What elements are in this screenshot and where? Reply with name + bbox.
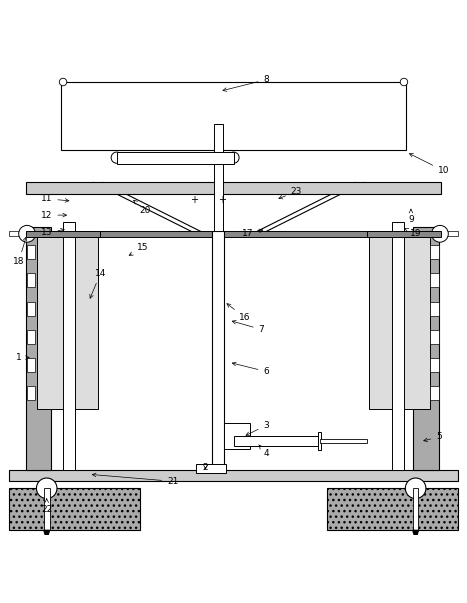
Bar <box>26 183 441 194</box>
Bar <box>320 439 367 443</box>
Text: 21: 21 <box>92 473 178 486</box>
Text: 1: 1 <box>16 353 29 362</box>
Bar <box>430 385 439 400</box>
Text: 16: 16 <box>227 304 251 323</box>
Bar <box>430 245 439 259</box>
Bar <box>9 232 23 236</box>
Bar <box>27 245 35 259</box>
Bar <box>27 358 35 371</box>
Text: 20: 20 <box>134 200 150 215</box>
Text: 17: 17 <box>242 229 263 238</box>
Bar <box>413 488 418 530</box>
Circle shape <box>405 478 426 499</box>
Bar <box>318 432 321 450</box>
Text: 6: 6 <box>232 362 269 376</box>
Bar <box>117 152 234 164</box>
Polygon shape <box>413 530 418 540</box>
Bar <box>27 274 35 288</box>
Bar <box>430 358 439 371</box>
Text: 10: 10 <box>410 154 449 175</box>
Bar <box>44 488 50 530</box>
Text: +: + <box>190 195 198 204</box>
Text: +: + <box>218 195 226 204</box>
Bar <box>63 222 75 470</box>
Bar <box>214 124 223 232</box>
Text: 12: 12 <box>41 210 66 219</box>
Bar <box>367 232 441 237</box>
Bar <box>413 227 439 470</box>
Text: 9: 9 <box>408 209 414 224</box>
Circle shape <box>400 78 408 86</box>
Text: 18: 18 <box>13 237 27 267</box>
Text: 19: 19 <box>404 228 421 238</box>
Text: 14: 14 <box>90 269 106 298</box>
Bar <box>327 488 458 530</box>
Circle shape <box>36 478 57 499</box>
Bar <box>234 436 318 446</box>
Bar <box>27 385 35 400</box>
Bar <box>369 236 430 409</box>
Text: 23: 23 <box>279 188 302 199</box>
Bar <box>430 302 439 315</box>
Bar <box>444 232 458 236</box>
Bar <box>392 222 404 470</box>
Text: 8: 8 <box>223 75 269 92</box>
Text: 22: 22 <box>41 499 52 514</box>
Bar <box>196 464 226 473</box>
Bar <box>26 232 441 237</box>
Text: 3: 3 <box>246 421 269 435</box>
Text: 13: 13 <box>41 228 64 237</box>
Text: 15: 15 <box>129 243 148 256</box>
Bar <box>212 232 224 470</box>
Bar <box>27 329 35 344</box>
Bar <box>61 82 406 150</box>
Bar <box>430 274 439 288</box>
Bar <box>27 302 35 315</box>
Text: 7: 7 <box>232 320 264 334</box>
Bar <box>9 488 140 530</box>
Bar <box>430 329 439 344</box>
Text: 11: 11 <box>41 194 69 203</box>
Bar <box>37 236 98 409</box>
Bar <box>26 232 100 237</box>
Bar <box>224 423 250 449</box>
Circle shape <box>228 152 239 163</box>
Bar <box>9 470 458 481</box>
Circle shape <box>111 152 122 163</box>
Text: 2: 2 <box>203 463 208 472</box>
Bar <box>26 227 51 470</box>
Text: 4: 4 <box>259 445 269 458</box>
Text: 5: 5 <box>424 432 442 441</box>
Polygon shape <box>44 530 50 540</box>
Circle shape <box>59 78 67 86</box>
Circle shape <box>432 226 448 242</box>
Circle shape <box>19 226 35 242</box>
